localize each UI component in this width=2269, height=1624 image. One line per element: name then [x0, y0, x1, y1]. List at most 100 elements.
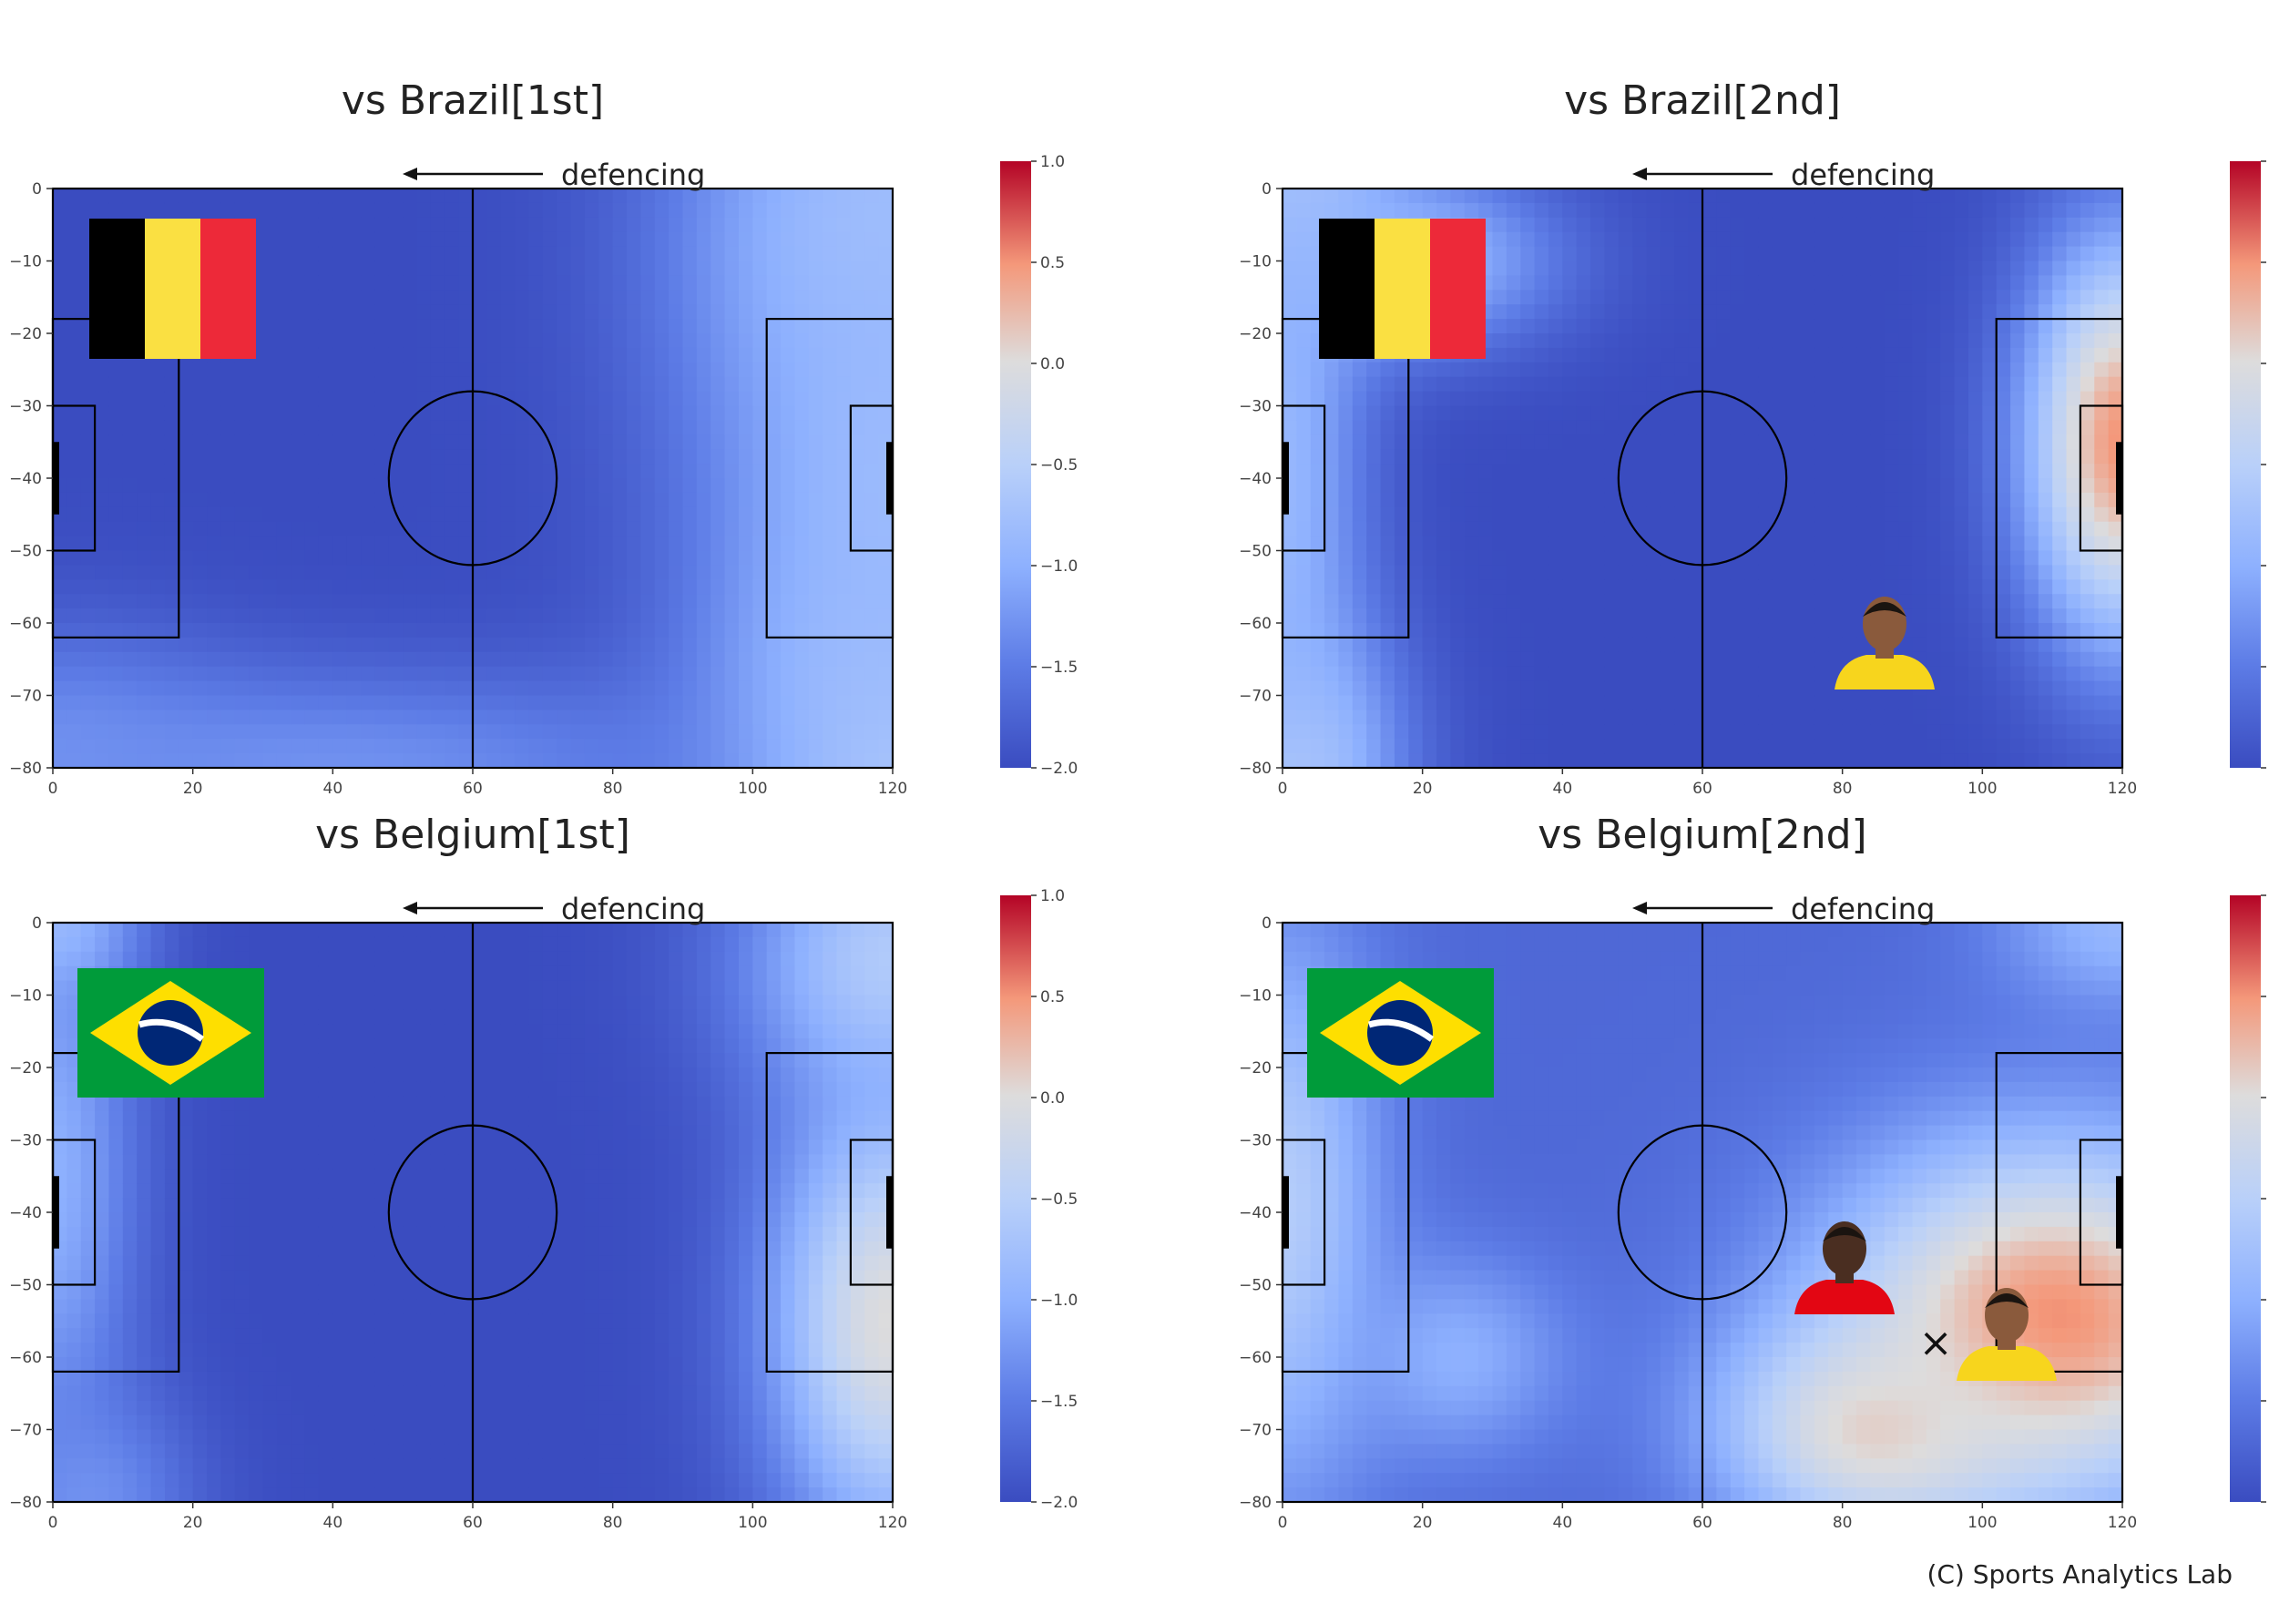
heatmap-cell [179, 695, 194, 710]
heatmap-cell [1814, 695, 1829, 710]
heatmap-cell [318, 695, 333, 710]
heatmap-cell [836, 246, 852, 262]
heatmap-cell [1576, 434, 1591, 450]
heatmap-cell [388, 637, 404, 653]
heatmap-cell [1492, 260, 1508, 276]
heatmap-cell [515, 536, 530, 552]
heatmap-cell [122, 405, 138, 421]
heatmap-cell [1562, 405, 1578, 421]
heatmap-cell [2038, 376, 2053, 393]
heatmap-cell [1967, 594, 1983, 609]
heatmap-cell [1814, 319, 1829, 334]
heatmap-cell [1926, 695, 1941, 710]
heatmap-cell [823, 405, 838, 421]
heatmap-cell [710, 333, 726, 349]
heatmap-cell [1926, 464, 1941, 479]
heatmap-cell [179, 666, 194, 682]
heatmap-cell [1926, 550, 1941, 566]
heatmap-cell [95, 753, 110, 769]
heatmap-cell [2052, 304, 2068, 320]
heatmap-cell [682, 391, 698, 407]
y-tick-label: −40 [1239, 470, 1272, 488]
heatmap-cell [403, 362, 418, 378]
heatmap-cell [542, 464, 557, 479]
heatmap-cell [1632, 260, 1648, 276]
heatmap-cell [108, 521, 124, 537]
heatmap-cell [1548, 579, 1563, 595]
heatmap-cell [346, 594, 362, 609]
heatmap-cell [627, 362, 641, 378]
heatmap-cell [640, 391, 656, 407]
heatmap-cell [682, 680, 698, 697]
heatmap-cell [1646, 651, 1661, 668]
heatmap-cell [808, 492, 823, 508]
heatmap-cell [515, 695, 530, 710]
heatmap-cell [249, 550, 264, 566]
heatmap-cell [627, 420, 641, 435]
center-circle [1617, 390, 1788, 567]
heatmap-cell [486, 246, 502, 262]
heatmap-cell [1996, 362, 2011, 378]
heatmap-cell [1548, 478, 1563, 494]
heatmap-cell [66, 565, 82, 580]
heatmap-cell [430, 189, 445, 204]
heatmap-cell [291, 695, 306, 710]
heatmap-cell [1702, 362, 1717, 378]
heatmap-cell [486, 449, 502, 465]
heatmap-cell [1912, 202, 1927, 219]
heatmap-cell [66, 376, 82, 393]
heatmap-cell [1436, 608, 1451, 624]
heatmap-cell [388, 189, 404, 204]
heatmap-cell [2080, 550, 2095, 566]
heatmap-cell [612, 637, 628, 653]
heatmap-cell [696, 202, 711, 219]
heatmap-cell [2080, 449, 2095, 465]
heatmap-cell [669, 304, 684, 320]
heatmap-cell [95, 362, 110, 378]
heatmap-cell [598, 449, 614, 465]
heatmap-cell [291, 464, 306, 479]
heatmap-cell [1814, 391, 1829, 407]
heatmap-cell [808, 260, 823, 276]
heatmap-cell [403, 189, 418, 204]
heatmap-cell [66, 391, 82, 407]
heatmap-cell [2108, 710, 2123, 725]
heatmap-cell [1422, 506, 1437, 523]
heatmap-cell [528, 202, 544, 219]
heatmap-cell [515, 275, 530, 291]
heatmap-cell [1660, 260, 1675, 276]
heatmap-cell [1856, 333, 1871, 349]
heatmap-cell [710, 753, 726, 769]
heatmap-cell [1716, 420, 1732, 435]
heatmap-cell [53, 319, 67, 334]
heatmap-cell [486, 275, 502, 291]
heatmap-cell [864, 189, 880, 204]
heatmap-cell [1982, 347, 1998, 363]
heatmap-cell [1954, 550, 1969, 566]
heatmap-cell [276, 319, 291, 334]
heatmap-cell [1758, 623, 1773, 638]
heatmap-cell [1506, 202, 1521, 219]
heatmap-cell [1492, 739, 1508, 754]
heatmap-cell [878, 260, 894, 276]
heatmap-cell [276, 275, 291, 291]
heatmap-cell [808, 579, 823, 595]
heatmap-cell [598, 189, 614, 204]
heatmap-cell [473, 304, 487, 320]
heatmap-cell [1352, 506, 1367, 523]
heatmap-cell [1898, 202, 1914, 219]
heatmap-cell [1394, 739, 1409, 754]
heatmap-cell [1800, 753, 1815, 769]
heatmap-cell [1646, 189, 1661, 204]
heatmap-cell [669, 637, 684, 653]
heatmap-cell [1338, 565, 1354, 580]
heatmap-cell [515, 202, 530, 219]
heatmap-cell [1758, 637, 1773, 653]
heatmap-cell [1912, 319, 1927, 334]
heatmap-panel: vs Brazil[1st]0 20 40 60 80 100 1200−10−20−30−… [9, 77, 1078, 798]
heatmap-cell [570, 347, 586, 363]
heatmap-cell [1786, 521, 1802, 537]
heatmap-cell [794, 506, 810, 523]
heatmap-cell [1772, 217, 1787, 233]
heatmap-cell [1338, 492, 1354, 508]
